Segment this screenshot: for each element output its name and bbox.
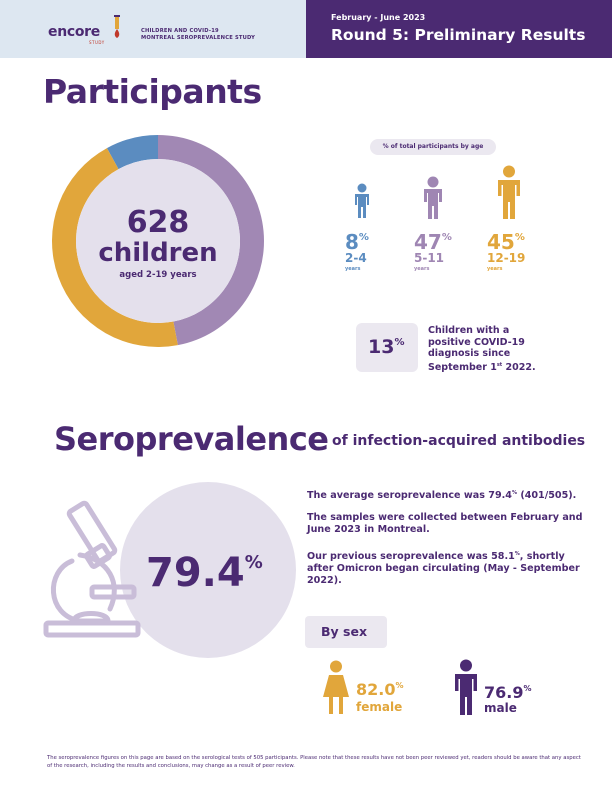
age-group-range: 12-19 — [487, 251, 526, 265]
microscope-icon — [43, 500, 141, 638]
positive-text-line: diagnosis since — [428, 348, 511, 359]
seroprevalence-subheading: of infection-acquired antibodies — [332, 433, 586, 449]
previous-seroprevalence-text: Our previous seroprevalence was 58.1%, s… — [307, 551, 580, 586]
seroprevalence-heading: Seroprevalence — [54, 420, 329, 458]
positive-diagnosis-text: Children with a positive COVID-19 diagno… — [428, 325, 558, 373]
positive-diagnosis-percent: 13% — [368, 336, 405, 358]
participants-heading: Participants — [43, 72, 262, 111]
participant-age-note: aged 2-19 years — [119, 270, 197, 280]
age-group-years: years — [414, 266, 430, 272]
male-icon — [455, 659, 477, 715]
age-group-years: years — [345, 266, 361, 272]
logo-subtitle: STUDY — [89, 40, 105, 45]
female-icon — [323, 660, 349, 714]
age-group-range: 2-4 — [345, 251, 367, 265]
male-seroprevalence: 76.9% — [484, 683, 532, 702]
child-icon — [424, 176, 442, 219]
positive-diagnosis-box — [356, 323, 418, 372]
positive-text-line: Children with a — [428, 325, 510, 336]
seroprevalence-circle — [120, 482, 296, 658]
encore-logo: encore — [48, 24, 100, 40]
study-name-line-1: CHILDREN AND COVID-19 — [141, 28, 219, 34]
positive-text-line: positive COVID-19 — [428, 336, 525, 348]
participant-count: 628 — [126, 205, 190, 240]
by-sex-label: By sex — [305, 616, 387, 648]
study-name-line-2: MONTREAL SEROPREVALENCE STUDY — [141, 35, 256, 41]
test-tube-icon — [114, 15, 120, 38]
donut-segment-2-4 — [106, 135, 158, 170]
donut-segment-5-11 — [158, 135, 264, 346]
seroprevalence-value: 79.4% — [146, 550, 263, 596]
header-study-panel — [0, 0, 306, 58]
age-group-years: years — [487, 266, 503, 272]
female-seroprevalence: 82.0% — [356, 680, 404, 699]
donut-segment-12-19 — [51, 148, 178, 347]
teen-icon — [498, 165, 520, 219]
participants-donut-chart — [51, 135, 264, 347]
round-title: Round 5: Preliminary Results — [331, 26, 586, 44]
participant-count-label: children — [98, 238, 218, 268]
age-group-percent: 8% — [345, 230, 369, 254]
age-group-percent: 45% — [487, 230, 525, 254]
footnote: The seroprevalence figures on this page … — [47, 755, 581, 769]
average-seroprevalence-text: The average seroprevalence was 79.4% (40… — [307, 490, 577, 501]
age-distribution-label: % of total participants by age — [370, 139, 496, 155]
date-range: February - June 2023 — [331, 13, 426, 22]
header-round-panel — [306, 0, 612, 58]
age-group-range: 5-11 — [414, 251, 445, 265]
sample-collection-text: The samples were collected between Febru… — [307, 512, 583, 535]
age-group-percent: 47% — [414, 230, 452, 254]
study-name: CHILDREN AND COVID-19 MONTREAL SEROPREVA… — [141, 28, 255, 42]
female-label: female — [356, 700, 403, 714]
male-label: male — [484, 701, 517, 715]
small-child-icon — [355, 183, 369, 218]
positive-text-line: September 1st 2022. — [428, 361, 536, 373]
donut-center — [76, 159, 240, 323]
